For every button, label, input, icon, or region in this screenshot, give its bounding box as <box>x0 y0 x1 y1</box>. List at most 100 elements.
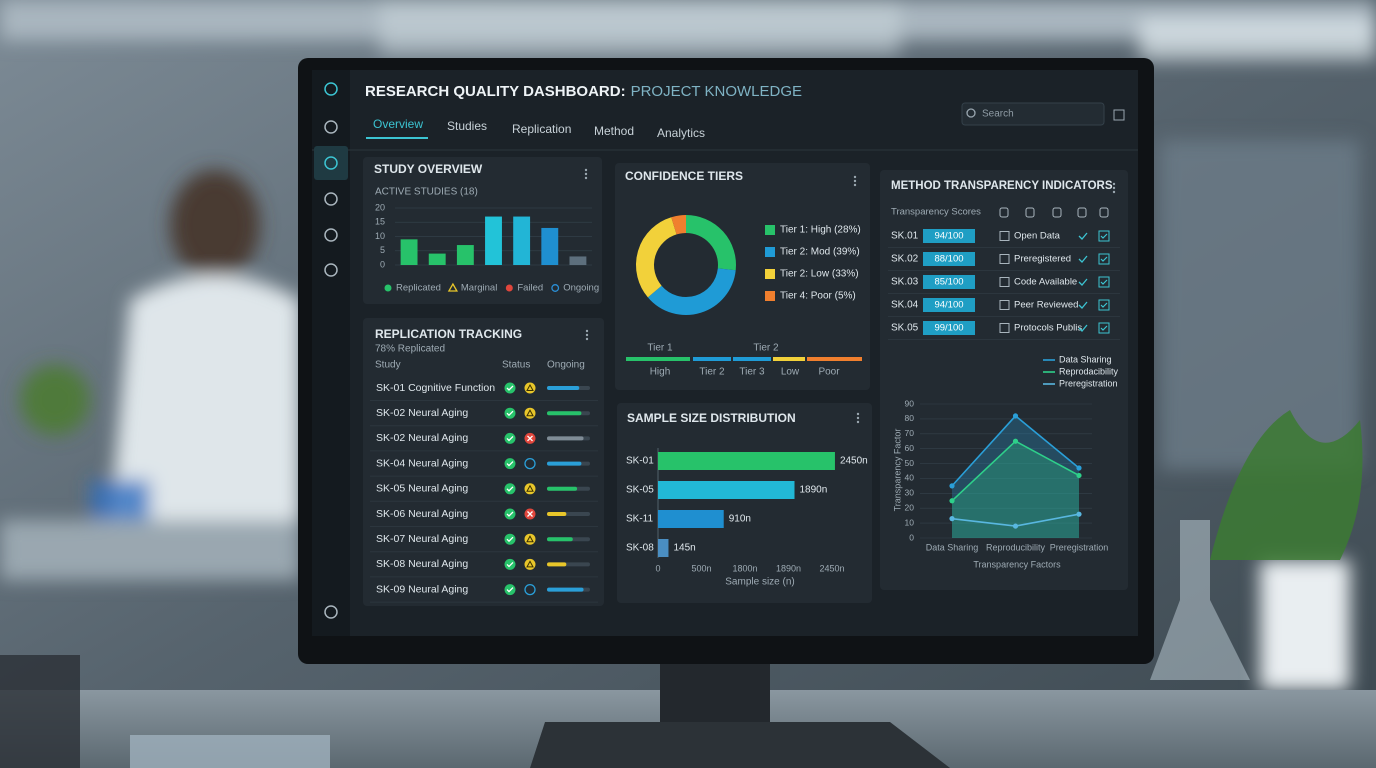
sidebar-icon[interactable] <box>324 605 338 619</box>
legend-label: Failed <box>517 283 543 294</box>
legend-label: Marginal <box>461 283 497 294</box>
legend-marker <box>551 284 560 292</box>
search-box[interactable] <box>961 102 1105 126</box>
series-area <box>952 415 1079 538</box>
legend-label: Data Sharing <box>1059 354 1112 364</box>
value-label: 910n <box>729 514 751 525</box>
monitor-base <box>530 722 950 768</box>
logout-icon[interactable] <box>1113 109 1125 121</box>
menu-dot[interactable] <box>585 329 589 333</box>
progress-fill <box>547 411 582 416</box>
menu-dot[interactable] <box>1112 186 1116 190</box>
sidebar-icon[interactable] <box>324 192 338 206</box>
tab[interactable]: Overview <box>373 117 423 131</box>
panel-subtitle: Transparency Scores <box>891 207 981 218</box>
progress-fill <box>547 562 567 567</box>
legend-marker <box>447 282 459 292</box>
status-replicated <box>504 508 516 520</box>
tab[interactable]: Replication <box>512 122 571 136</box>
progress-fill <box>547 512 567 516</box>
score-box <box>923 298 975 312</box>
legend-swatch <box>765 291 775 301</box>
tier-scale-segment <box>626 357 690 361</box>
criterion-checkbox <box>999 254 1010 264</box>
status-check <box>506 385 514 391</box>
y-tick-label: 0 <box>380 259 385 269</box>
menu-dot[interactable] <box>1112 182 1116 186</box>
tray <box>130 735 330 768</box>
series-point <box>1012 413 1019 419</box>
menu-dot[interactable] <box>584 168 588 172</box>
bar <box>456 245 474 265</box>
y-tick-label: 0 <box>909 532 914 542</box>
tier-scale-label: Tier 2 <box>753 343 779 354</box>
donut-slice <box>636 217 678 298</box>
panel-title: CONFIDENCE TIERS <box>625 169 743 183</box>
y-tick-label: 90 <box>905 398 915 408</box>
value-label: 2450n <box>840 456 868 467</box>
criterion: Preregistered <box>1014 254 1071 265</box>
sidebar-icon[interactable] <box>324 263 338 277</box>
menu-dot[interactable] <box>856 416 860 420</box>
tab[interactable]: Studies <box>447 119 487 133</box>
criterion-checkbox <box>999 231 1010 241</box>
legend-label: Preregistration <box>1059 378 1118 388</box>
criterion: Protocols Publis <box>1014 323 1082 334</box>
tab[interactable]: Method <box>594 124 634 138</box>
sidebar-icon[interactable] <box>324 228 338 242</box>
x-tick-label: Reproducibility <box>986 542 1046 552</box>
x-tick-label: 2450n <box>819 563 844 573</box>
panel-title: SAMPLE SIZE DISTRIBUTION <box>627 411 796 425</box>
menu-dot[interactable] <box>853 175 857 179</box>
criterion: Peer Reviewed <box>1014 300 1078 311</box>
status-check <box>506 461 514 467</box>
menu-dot[interactable] <box>853 179 857 183</box>
study-name: SK-06 Neural Aging <box>376 508 468 520</box>
sidebar-icon[interactable] <box>324 156 338 170</box>
check-mark <box>1078 232 1088 240</box>
value-label: 145n <box>673 543 695 554</box>
menu-dot[interactable] <box>584 176 588 180</box>
menu-dot[interactable] <box>856 412 860 416</box>
sidebar-icon[interactable] <box>324 120 338 134</box>
sidebar-icon[interactable] <box>324 82 338 96</box>
study-name: SK-05 Neural Aging <box>376 483 468 495</box>
bar <box>513 216 531 265</box>
menu-dot[interactable] <box>584 172 588 176</box>
menu-dot[interactable] <box>1112 190 1116 194</box>
criterion-checkbox <box>999 323 1010 333</box>
menu-dot[interactable] <box>853 183 857 187</box>
menu-dot[interactable] <box>585 333 589 337</box>
check-mark <box>1078 278 1088 286</box>
check-box <box>1098 299 1110 311</box>
background-blur <box>0 0 1376 690</box>
study-name: SK-08 Neural Aging <box>376 558 468 570</box>
status-replicated <box>504 483 516 495</box>
legend-swatch <box>765 269 775 279</box>
check-mark <box>1078 255 1088 263</box>
tab[interactable]: Analytics <box>657 126 705 140</box>
status-x <box>527 511 533 517</box>
tier-scale-segment <box>773 357 805 361</box>
bar <box>541 227 559 265</box>
series-point <box>1076 465 1082 471</box>
series-point <box>949 498 955 504</box>
check-box-mark <box>1100 233 1108 239</box>
menu-dot[interactable] <box>585 337 589 341</box>
legend-label: Reprodacibility <box>1059 366 1119 376</box>
criterion-checkbox <box>999 300 1010 310</box>
tier-scale-label: Tier 3 <box>739 367 765 378</box>
title-sub: PROJECT KNOWLEDGE <box>631 83 802 100</box>
column-icon <box>1077 207 1087 218</box>
column-icon <box>1099 207 1109 218</box>
panel-title: METHOD TRANSPARENCY INDICATORS <box>891 180 1113 192</box>
legend-label: Tier 2: Low (33%) <box>780 269 859 280</box>
status-triangle <box>526 560 534 568</box>
y-tick-label: 10 <box>375 231 385 241</box>
x-axis-label: Transparency Factors <box>973 559 1061 569</box>
menu-dot[interactable] <box>856 420 860 424</box>
status-replicated <box>504 458 516 470</box>
legend-swatch <box>765 225 775 235</box>
bar <box>658 452 835 470</box>
category-label: SK-08 <box>626 543 654 554</box>
